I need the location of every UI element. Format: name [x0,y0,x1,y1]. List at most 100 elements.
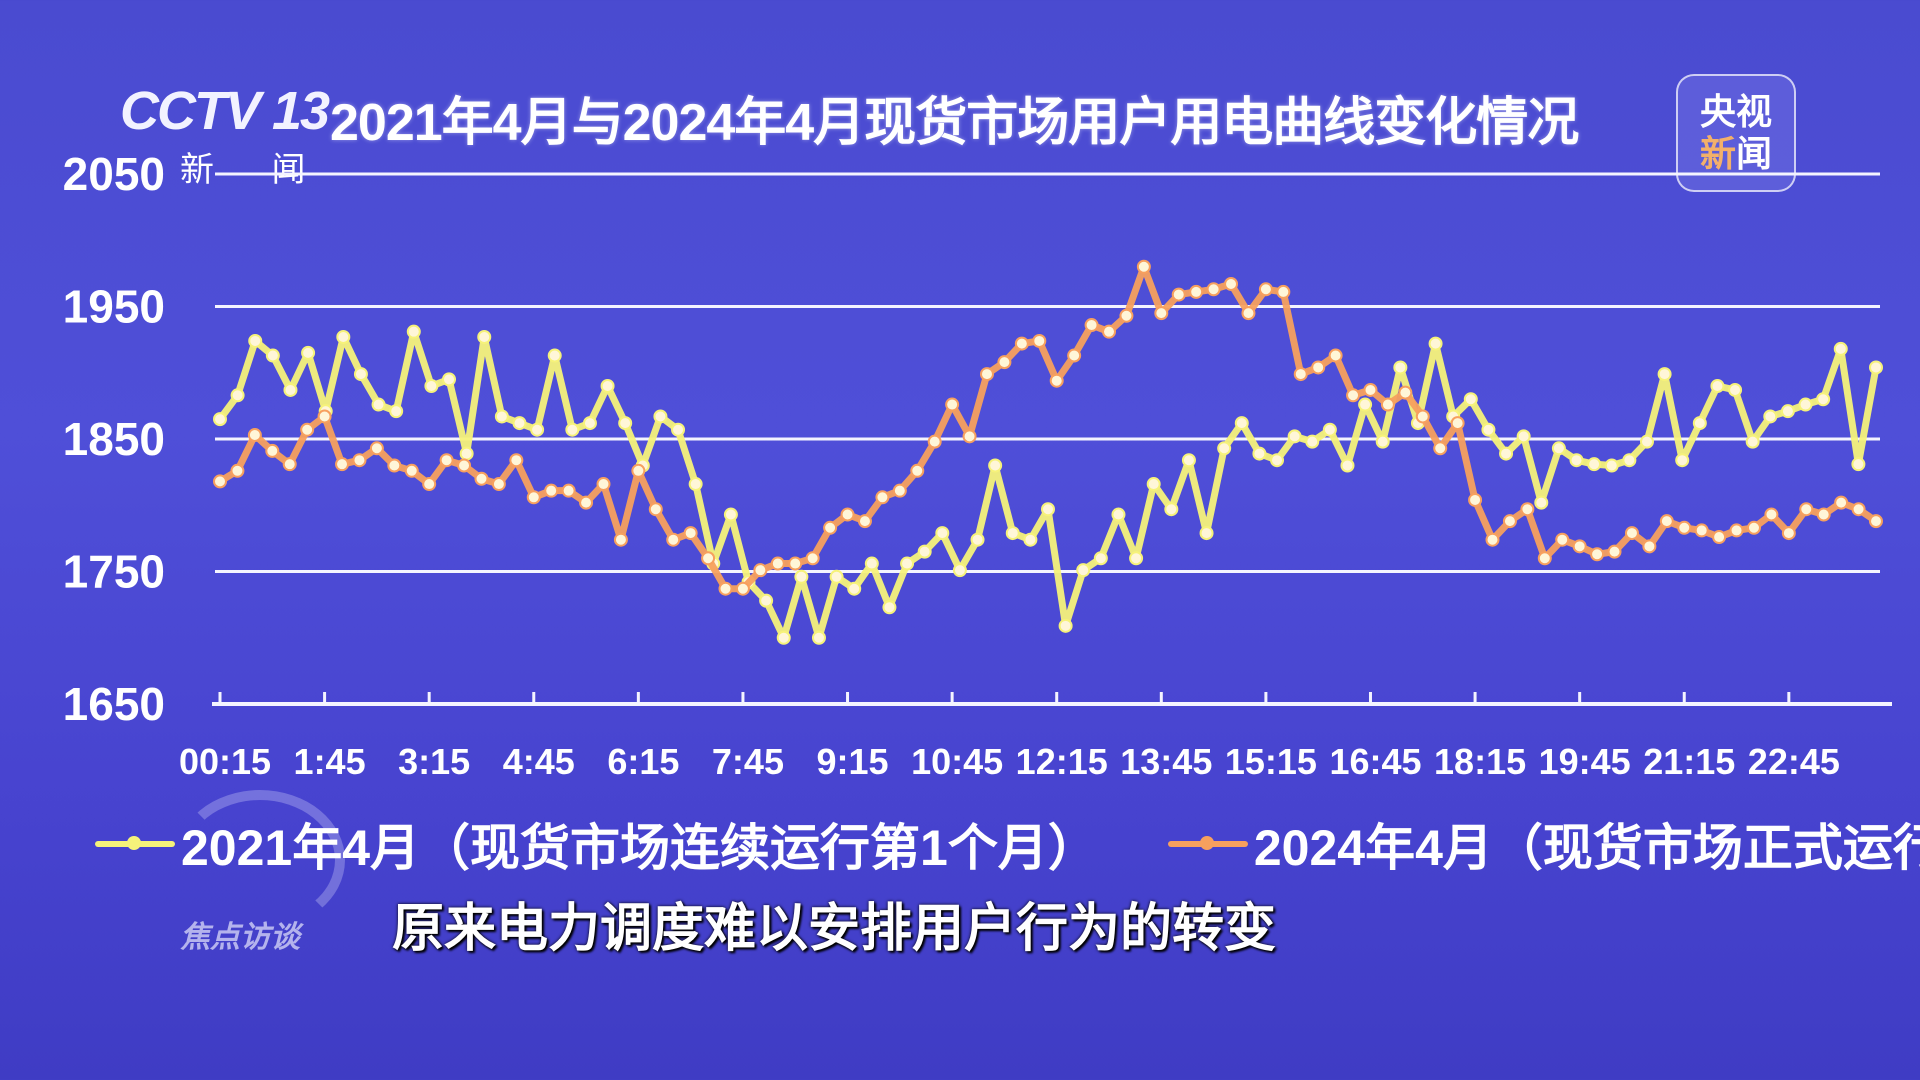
data-point [1692,416,1707,431]
data-point [1415,409,1430,424]
data-point [1799,502,1814,517]
data-point [1136,259,1151,274]
data-point [1398,385,1413,400]
data-point [1569,453,1584,468]
channel-sub-label: 新 闻 [180,151,330,189]
data-point [1816,507,1831,522]
data-point [1258,282,1273,297]
y-tick-label: 1950 [63,281,165,333]
data-point [1781,526,1796,541]
data-point [1450,416,1465,431]
data-point [1729,523,1744,538]
data-point [474,471,489,486]
data-point [631,463,646,478]
data-point [1607,544,1622,559]
data-point [1780,404,1795,419]
data-point [723,507,738,522]
data-point [1375,434,1390,449]
data-point [1624,526,1639,541]
data-point [494,409,509,424]
x-tick-label: 6:15 [607,741,679,782]
x-tick-label: 9:15 [817,741,889,782]
data-point [1834,495,1849,510]
data-point [927,434,942,449]
data-point [1677,520,1692,535]
data-point [648,502,663,517]
data-point [1023,532,1038,547]
data-point [735,581,750,596]
data-point [565,422,580,437]
data-point [1032,333,1047,348]
legend-swatch-2021 [95,836,175,850]
data-point [1551,441,1566,456]
data-point [1380,397,1395,412]
data-point [1869,360,1883,375]
data-point [1014,336,1029,351]
data-point [910,463,925,478]
data-point [352,453,367,468]
x-tick-label: 7:45 [712,741,784,782]
data-point [1287,429,1302,444]
data-point [776,630,791,645]
chart-legend: 2021年4月（现货市场连续运行第1个月） 2024年4月（现货市场正式运行） [95,808,1920,880]
badge-char-wen: 闻 [1736,133,1773,174]
data-point [882,600,897,615]
data-point [301,345,316,360]
data-point [1276,284,1291,299]
data-point [389,404,404,419]
x-tick-label: 22:45 [1748,741,1840,782]
data-point [979,367,994,382]
data-point [477,329,492,344]
data-point [1534,495,1549,510]
data-point [829,569,844,584]
data-point [526,490,541,505]
data-point [336,329,351,344]
data-point [1119,308,1134,323]
data-point [1199,526,1214,541]
data-point [230,463,245,478]
data-point [1076,563,1091,578]
data-point [406,324,421,339]
data-point [811,630,826,645]
data-point [1270,453,1285,468]
data-point [335,457,350,472]
data-point [387,458,402,473]
data-point [864,556,879,571]
data-point [1181,453,1196,468]
data-point [530,422,545,437]
data-point [1642,539,1657,554]
data-point [600,379,615,393]
data-point [1816,392,1831,407]
data-point [613,532,628,547]
data-point [1129,551,1144,566]
legend-item-2021: 2021年4月（现货市场连续运行第1个月） [95,808,1098,880]
program-logo-text: 焦点访谈 [180,921,300,954]
data-point [653,409,668,424]
data-point [805,551,820,566]
data-point [1746,520,1761,535]
x-tick-label: 12:15 [1016,741,1108,782]
data-point [1146,477,1161,492]
x-tick-label: 10:45 [911,741,1003,782]
x-tick-label: 19:45 [1539,741,1631,782]
data-point [1555,532,1570,547]
data-point [1358,397,1373,412]
data-point [1763,409,1778,424]
data-point [230,388,245,403]
data-point [1164,502,1179,517]
data-point [265,443,280,458]
cctv13-logo: CCTV 13 新 闻 [120,80,370,189]
data-point [770,556,785,571]
series-points-2021 [213,324,1883,645]
x-tick-label: 16:45 [1329,741,1421,782]
data-point [1340,458,1355,473]
data-point [900,556,915,571]
data-point [509,453,524,468]
data-point [1084,318,1099,333]
cctv-news-badge: 央视 新闻 [1676,74,1796,192]
data-point [666,532,681,547]
y-tick-label: 1650 [63,678,165,730]
data-point [317,409,332,424]
legend-label-2021: 2021年4月（现货市场连续运行第1个月） [181,820,1098,876]
data-point [1833,341,1848,356]
